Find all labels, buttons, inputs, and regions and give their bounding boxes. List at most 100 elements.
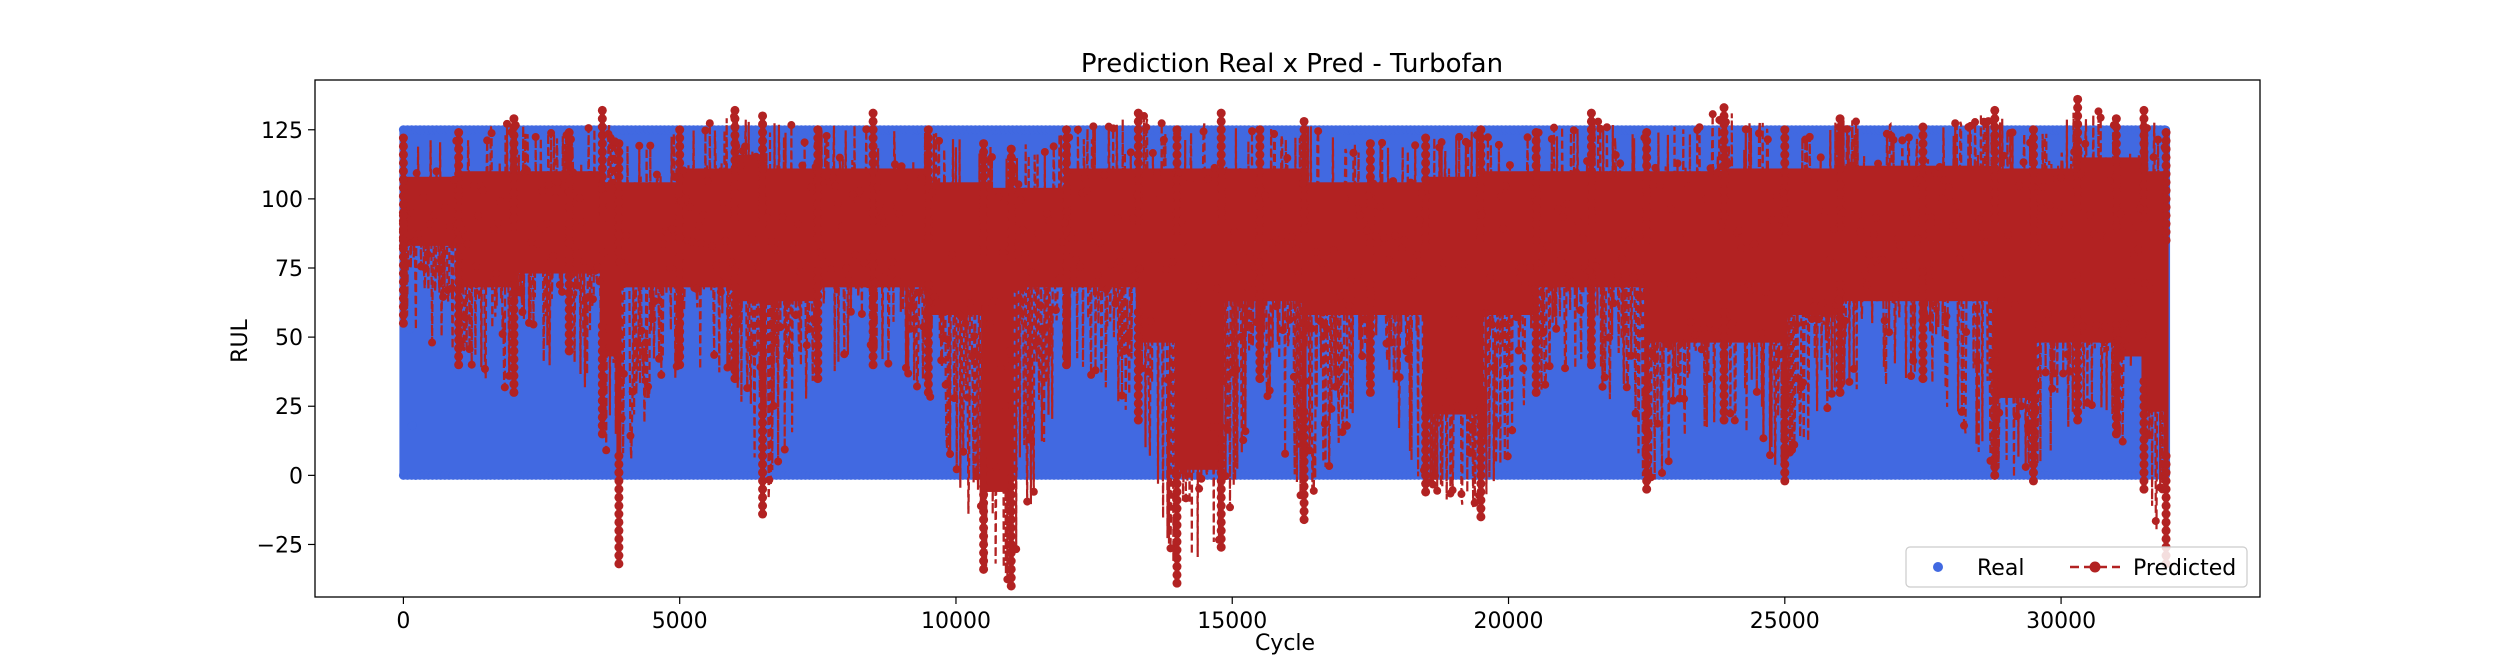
predicted-point — [1598, 382, 1607, 391]
predicted-point — [436, 256, 445, 265]
predicted-point — [1404, 354, 1413, 363]
predicted-point — [1651, 163, 1660, 172]
predicted-point — [509, 331, 518, 340]
predicted-point — [1660, 280, 1669, 289]
x-tick-label: 10000 — [921, 609, 991, 634]
predicted-point — [544, 180, 553, 189]
predicted-point — [2039, 182, 2048, 191]
predicted-point — [666, 263, 675, 272]
predicted-point — [1021, 249, 1030, 258]
predicted-point — [1741, 125, 1750, 134]
predicted-point — [2063, 350, 2072, 359]
predicted-point — [979, 151, 988, 160]
predicted-point — [1036, 301, 1045, 310]
predicted-point — [1726, 409, 1735, 418]
predicted-point — [730, 112, 739, 121]
predicted-point — [434, 264, 443, 273]
predicted-point — [1821, 207, 1830, 216]
predicted-point — [1942, 312, 1951, 321]
predicted-point — [802, 341, 811, 350]
predicted-point — [871, 278, 880, 287]
predicted-point — [1237, 332, 1246, 341]
predicted-point — [2015, 181, 2024, 190]
predicted-point — [1514, 346, 1523, 355]
predicted-point — [1993, 357, 2002, 366]
predicted-point — [1814, 315, 1823, 324]
predicted-point — [1307, 324, 1316, 333]
predicted-point — [595, 277, 604, 286]
predicted-point — [1349, 148, 1358, 157]
predicted-point — [712, 261, 721, 270]
predicted-point — [727, 258, 736, 267]
predicted-point — [428, 338, 437, 347]
predicted-point — [1856, 227, 1865, 236]
predicted-point — [456, 341, 465, 350]
predicted-point — [1157, 119, 1166, 128]
predicted-point — [2074, 148, 2083, 157]
predicted-point — [987, 153, 996, 162]
predicted-point — [1230, 228, 1239, 237]
predicted-point — [500, 383, 509, 392]
predicted-point — [450, 175, 459, 184]
predicted-point — [1653, 419, 1662, 428]
predicted-point — [809, 315, 818, 324]
predicted-point — [1155, 195, 1164, 204]
predicted-point — [553, 178, 562, 187]
predicted-point — [1671, 365, 1680, 374]
predicted-point — [1519, 364, 1528, 373]
predicted-point — [1364, 191, 1373, 200]
predicted-point — [886, 202, 895, 211]
predicted-point — [626, 431, 635, 440]
predicted-point — [943, 335, 952, 344]
predicted-point — [1948, 222, 1957, 231]
predicted-point — [1799, 378, 1808, 387]
legend-label-predicted: Predicted — [2133, 556, 2236, 581]
predicted-point — [1567, 278, 1576, 287]
predicted-point — [1836, 158, 1845, 167]
legend: Real Predicted — [1905, 546, 2248, 588]
predicted-point — [1752, 387, 1761, 396]
predicted-point — [1120, 346, 1129, 355]
predicted-point — [2019, 158, 2028, 167]
predicted-point — [522, 166, 531, 175]
predicted-point — [1666, 204, 1675, 213]
predicted-point — [659, 239, 668, 248]
predicted-point — [1336, 292, 1345, 301]
predicted-point — [1818, 298, 1827, 307]
predicted-point — [705, 119, 714, 128]
predicted-point — [1486, 273, 1495, 282]
predicted-point — [1574, 217, 1583, 226]
predicted-point — [461, 313, 470, 322]
real-point — [407, 421, 417, 431]
predicted-point — [1395, 373, 1404, 382]
predicted-point — [1219, 377, 1228, 386]
predicted-dense-region — [1480, 171, 1537, 315]
predicted-point — [1208, 423, 1217, 432]
predicted-point — [952, 465, 961, 474]
predicted-point — [798, 161, 807, 170]
predicted-point — [1975, 215, 1984, 224]
predicted-point — [1896, 241, 1905, 250]
predicted-point — [571, 243, 580, 252]
predicted-point — [1067, 233, 1076, 242]
predicted-point — [2004, 230, 2013, 239]
predicted-point — [1448, 486, 1457, 495]
predicted-point — [1565, 271, 1574, 280]
predicted-point — [1188, 313, 1197, 322]
predicted-point — [2076, 170, 2085, 179]
predicted-point — [1322, 324, 1331, 333]
predicted-point — [1276, 235, 1285, 244]
predicted-point — [1849, 364, 1858, 373]
predicted-point — [1413, 250, 1422, 259]
predicted-point — [1402, 347, 1411, 356]
predicted-point — [414, 229, 423, 238]
predicted-point — [1792, 320, 1801, 329]
predicted-point — [1721, 118, 1730, 127]
predicted-point — [1340, 194, 1349, 203]
predicted-point — [1578, 234, 1587, 243]
predicted-point — [1977, 222, 1986, 231]
predicted-point — [1298, 179, 1307, 188]
predicted-point — [1501, 182, 1510, 191]
predicted-point — [1175, 168, 1184, 177]
predicted-point — [423, 250, 432, 259]
